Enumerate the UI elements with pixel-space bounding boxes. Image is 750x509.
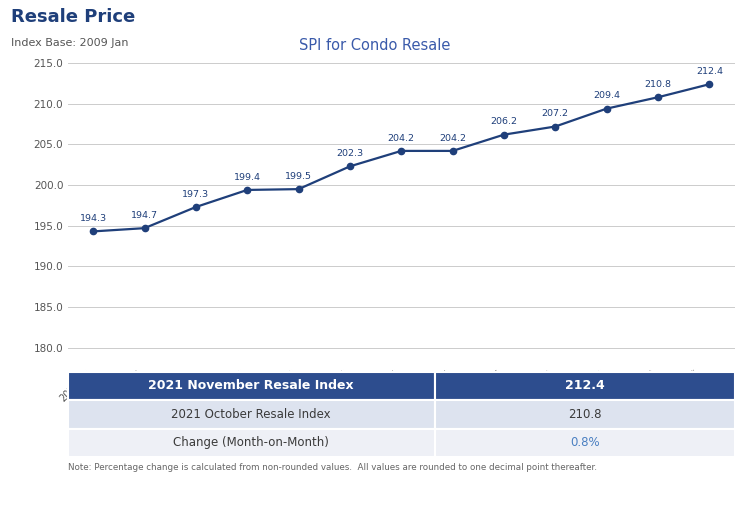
Bar (68, 400, 435, 429)
Bar (435, 372, 735, 400)
Text: 2021 November Resale Index: 2021 November Resale Index (148, 379, 354, 392)
Text: 212.4: 212.4 (565, 379, 604, 392)
Text: 210.8: 210.8 (644, 80, 671, 89)
Bar (68, 372, 435, 400)
Text: 202.3: 202.3 (336, 149, 364, 158)
Text: 206.2: 206.2 (490, 117, 517, 126)
Text: 2021 October Resale Index: 2021 October Resale Index (171, 408, 331, 421)
Text: Change (Month-on-Month): Change (Month-on-Month) (173, 436, 329, 449)
Text: 204.2: 204.2 (439, 133, 466, 143)
Bar (435, 429, 735, 457)
Text: 209.4: 209.4 (593, 91, 620, 100)
Text: 199.5: 199.5 (285, 172, 312, 181)
Text: 212.4: 212.4 (696, 67, 723, 76)
Text: 197.3: 197.3 (182, 190, 209, 199)
Text: 194.7: 194.7 (131, 211, 158, 220)
Text: Resale Price: Resale Price (11, 8, 136, 25)
Text: 0.8%: 0.8% (570, 436, 600, 449)
Text: 204.2: 204.2 (388, 133, 415, 143)
Text: Note: Percentage change is calculated from non-rounded values.  All values are r: Note: Percentage change is calculated fr… (68, 463, 596, 472)
Text: Index Base: 2009 Jan: Index Base: 2009 Jan (11, 38, 129, 48)
Bar (68, 429, 435, 457)
Text: 210.8: 210.8 (568, 408, 602, 421)
Text: 207.2: 207.2 (542, 109, 568, 118)
Text: 194.3: 194.3 (80, 214, 106, 223)
Bar (435, 400, 735, 429)
Text: SPI for Condo Resale: SPI for Condo Resale (299, 38, 451, 53)
Text: 199.4: 199.4 (234, 173, 261, 182)
